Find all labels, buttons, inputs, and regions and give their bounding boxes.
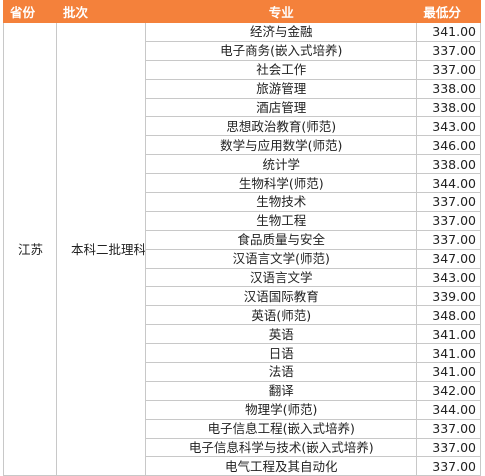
score-cell: 347.00 [416, 248, 481, 269]
table-row: 汉语言文学(师范) 347.00 [4, 248, 481, 269]
score-table: 省份 批次 专业 最低分 江苏 本科二批理科 经济与金融 341.00 电子商务(嵌入式… [3, 0, 481, 476]
major-cell: 旅游管理 [145, 78, 418, 99]
table-row: 英语 341.00 [4, 324, 481, 345]
score-cell: 344.00 [416, 399, 481, 420]
score-cell: 341.00 [416, 362, 481, 382]
table-row: 电子信息工程(嵌入式培养) 337.00 [4, 418, 481, 439]
header-row: 省份 批次 专业 最低分 [3, 0, 481, 23]
major-cell: 电子商务(嵌入式培养) [145, 40, 418, 61]
table-row: 思想政治教育(师范) 343.00 [4, 116, 481, 137]
header-cell: 最低分 [416, 0, 481, 23]
table-row: 电子信息科学与技术(嵌入式培养) 337.00 [4, 437, 481, 458]
major-cell: 汉语言文学 [145, 267, 418, 288]
score-cell: 337.00 [416, 229, 481, 250]
batch-cell: 本科二批理科 [55, 21, 147, 476]
major-cell: 日语 [145, 343, 418, 364]
score-cell: 348.00 [416, 305, 481, 326]
major-cell: 经济与金融 [145, 22, 418, 42]
major-cell: 电子信息工程(嵌入式培养) [145, 418, 418, 439]
table-row: 统计学 338.00 [4, 154, 481, 175]
major-cell: 数学与应用数学(师范) [145, 135, 418, 156]
score-cell: 341.00 [416, 343, 481, 364]
table-row: 电气工程及其自动化 337.00 [4, 456, 481, 476]
score-cell: 343.00 [416, 267, 481, 288]
major-cell: 生物科学(师范) [145, 173, 418, 194]
table-row: 江苏 本科二批理科 经济与金融 341.00 [3, 21, 481, 476]
score-cell: 338.00 [416, 97, 481, 118]
table-row: 法语 341.00 [4, 362, 481, 382]
major-cell: 电气工程及其自动化 [145, 456, 418, 476]
table-row: 物理学(师范) 344.00 [4, 399, 481, 420]
table-row: 汉语国际教育 339.00 [4, 286, 481, 307]
score-cell: 343.00 [416, 116, 481, 137]
score-cell: 337.00 [416, 40, 481, 61]
score-cell: 338.00 [416, 154, 481, 175]
score-cell: 338.00 [416, 78, 481, 99]
major-cell: 汉语言文学(师范) [145, 248, 418, 269]
header-cell: 省份 [3, 0, 57, 23]
table-body: 江苏 本科二批理科 经济与金融 341.00 电子商务(嵌入式培养) 337.00 社会工作… [3, 21, 481, 476]
score-cell: 341.00 [416, 22, 481, 42]
major-cell: 物理学(师范) [145, 399, 418, 420]
table-row: 食品质量与安全 337.00 [4, 229, 481, 250]
score-cell: 337.00 [416, 192, 481, 212]
major-cell: 翻译 [145, 380, 418, 401]
major-cell: 汉语国际教育 [145, 286, 418, 307]
major-cell: 酒店管理 [145, 97, 418, 118]
header-cell: 专业 [145, 0, 418, 23]
table-row: 日语 341.00 [4, 343, 481, 364]
score-cell: 337.00 [416, 210, 481, 231]
major-cell: 生物技术 [145, 192, 418, 212]
table-row: 翻译 342.00 [4, 380, 481, 401]
header-cell: 批次 [55, 0, 147, 23]
score-cell: 339.00 [416, 286, 481, 307]
major-cell: 思想政治教育(师范) [145, 116, 418, 137]
score-cell: 342.00 [416, 380, 481, 401]
score-cell: 337.00 [416, 437, 481, 458]
table-row: 生物工程 337.00 [4, 210, 481, 231]
major-cell: 电子信息科学与技术(嵌入式培养) [145, 437, 418, 458]
score-cell: 341.00 [416, 324, 481, 345]
major-cell: 统计学 [145, 154, 418, 175]
major-cell: 英语(师范) [145, 305, 418, 326]
table-row: 汉语言文学 343.00 [4, 267, 481, 288]
score-cell: 337.00 [416, 456, 481, 476]
province-cell: 江苏 [3, 21, 57, 476]
table-row: 英语(师范) 348.00 [4, 305, 481, 326]
score-cell: 337.00 [416, 59, 481, 80]
major-cell: 生物工程 [145, 210, 418, 231]
score-cell: 337.00 [416, 418, 481, 439]
table-row: 电子商务(嵌入式培养) 337.00 [4, 40, 481, 61]
score-cell: 346.00 [416, 135, 481, 156]
major-cell: 英语 [145, 324, 418, 345]
table-row: 旅游管理 338.00 [4, 78, 481, 99]
major-cell: 食品质量与安全 [145, 229, 418, 250]
table-row: 生物技术 337.00 [4, 192, 481, 212]
score-cell: 344.00 [416, 173, 481, 194]
major-cell: 法语 [145, 362, 418, 382]
major-cell: 社会工作 [145, 59, 418, 80]
